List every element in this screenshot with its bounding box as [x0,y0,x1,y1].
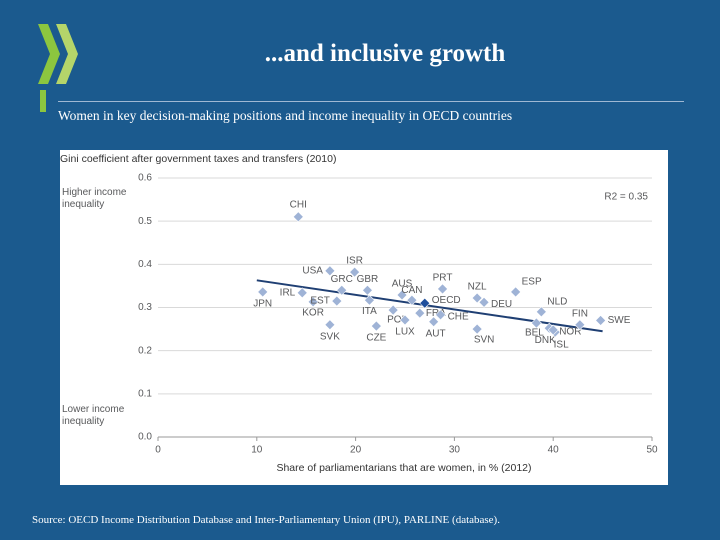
data-point [387,304,399,316]
point-label: CHE [448,311,469,322]
data-point [399,314,411,326]
data-point [437,283,448,295]
annotation: Lower income inequality [62,404,125,427]
data-point [574,319,586,331]
data-point [292,211,304,223]
chart-title: Gini coefficient after government taxes … [60,153,336,165]
data-point [349,266,361,278]
annotation: Higher income inequality [62,187,127,210]
point-label: LUX [395,327,415,338]
data-point [370,320,382,332]
y-tick-label: 0.3 [138,302,152,313]
data-point [510,286,522,298]
data-point [324,319,336,331]
point-label: BEL [525,328,544,339]
data-point [471,323,483,335]
data-point [595,315,607,326]
point-label: SVK [320,331,340,342]
point-label: ESP [522,277,542,288]
data-point [478,296,490,308]
x-tick-label: 10 [251,445,263,456]
data-point [331,295,343,307]
point-label: NLD [547,296,567,307]
chart-background [60,150,668,485]
x-tick-label: 40 [548,445,560,456]
data-point [406,294,418,306]
x-tick-label: 0 [155,445,161,456]
y-tick-label: 0.5 [138,216,152,227]
point-label: IRL [280,287,296,298]
point-label: ITA [362,306,377,317]
point-label: DNK [535,335,556,346]
point-label: SWE [608,315,631,326]
x-axis-label: Share of parliamentarians that are women… [276,462,531,474]
trend-line [256,279,603,333]
data-point [307,296,319,308]
data-point [336,284,348,296]
point-label: PRT [433,273,453,284]
point-label: JPN [253,299,272,310]
data-point [530,317,542,329]
point-label: CZE [366,333,386,344]
point-label: CAN [401,285,422,296]
point-label: CHI [290,199,307,210]
data-point [428,316,440,328]
point-label: OECD [432,295,461,306]
y-tick-label: 0.0 [138,432,152,443]
slide-subtitle: Women in key decision-making positions a… [58,108,513,123]
data-point [471,292,483,304]
point-label: FRA [426,308,446,319]
data-point [547,324,559,336]
point-label: DEU [491,299,512,310]
chart: Gini coefficient after government taxes … [60,150,668,485]
data-point [535,306,547,318]
data-point [396,289,408,301]
point-label: ISR [346,256,363,267]
annotation: R2 = 0.35 [604,192,648,203]
data-point [414,307,426,319]
point-label: GBR [357,274,379,285]
x-tick-label: 50 [646,445,658,456]
point-label: ISL [554,340,569,351]
point-label: KOR [302,308,324,319]
data-point [296,287,308,299]
x-tick-label: 20 [350,445,362,456]
data-point [435,309,446,321]
divider [58,101,684,102]
point-label: AUT [426,328,446,339]
y-tick-label: 0.4 [138,259,152,270]
point-label: SVN [474,335,495,346]
data-point [324,265,336,277]
data-point [257,286,269,298]
point-label: USA [302,265,323,276]
point-label: EST [310,296,329,307]
y-tick-label: 0.2 [138,345,152,356]
point-label: GRC [331,274,353,285]
source-note: Source: OECD Income Distribution Databas… [32,514,500,526]
point-label: AUS [392,279,413,290]
slide-title: ...and inclusive growth [264,40,506,67]
point-label: POL [387,315,407,326]
logo [38,24,78,112]
point-label: NZL [468,282,487,293]
data-point [364,294,375,306]
data-point [419,297,431,309]
point-label: NOR [559,327,581,338]
y-tick-label: 0.6 [138,173,152,184]
data-point [362,284,373,296]
y-tick-label: 0.1 [138,388,152,399]
x-tick-label: 30 [449,445,461,456]
point-label: FIN [572,308,588,319]
